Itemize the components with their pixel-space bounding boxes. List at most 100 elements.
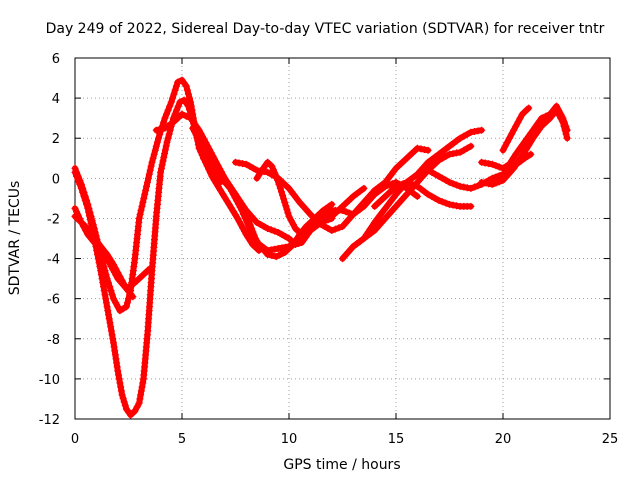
- data-point-marker: [268, 252, 276, 259]
- data-point-marker: [456, 134, 464, 142]
- data-point-marker: [281, 233, 289, 240]
- data-point-marker: [356, 237, 364, 245]
- data-point-marker: [101, 291, 109, 299]
- data-point-marker: [560, 122, 568, 130]
- data-point-marker: [160, 118, 168, 126]
- data-point-marker: [136, 210, 144, 218]
- data-point-marker: [492, 173, 500, 181]
- data-point-marker: [264, 168, 272, 176]
- data-point-marker: [76, 176, 84, 184]
- data-point-marker: [104, 307, 112, 315]
- data-point-marker: [237, 200, 245, 208]
- data-point-marker: [171, 110, 179, 118]
- data-point-marker: [101, 267, 109, 275]
- data-point-marker: [152, 142, 160, 150]
- data-point-marker: [148, 158, 156, 166]
- data-point-marker: [140, 271, 147, 279]
- data-point-marker: [492, 179, 500, 187]
- data-point-marker: [271, 227, 279, 235]
- data-point-marker: [285, 235, 293, 242]
- data-point-marker: [153, 138, 161, 146]
- data-point-marker: [442, 145, 450, 153]
- data-point-marker: [510, 126, 518, 134]
- data-point-marker: [561, 126, 569, 134]
- data-point-marker: [499, 146, 507, 154]
- data-point-marker: [278, 188, 285, 196]
- data-point-marker: [100, 263, 108, 271]
- y-tick-label: -10: [39, 373, 60, 388]
- data-point-marker: [438, 198, 446, 206]
- data-point-marker: [281, 198, 289, 206]
- data-point-marker: [253, 239, 261, 246]
- data-point-marker: [157, 165, 165, 173]
- data-point-marker: [141, 190, 149, 198]
- data-point-marker: [139, 198, 147, 206]
- data-point-marker: [474, 127, 482, 135]
- data-point-marker: [112, 299, 120, 307]
- data-point-marker: [463, 130, 471, 138]
- data-point-marker: [89, 221, 97, 228]
- data-point-marker: [284, 209, 292, 217]
- data-point-marker: [102, 295, 110, 303]
- data-point-marker: [485, 160, 493, 168]
- data-point-marker: [289, 221, 297, 228]
- data-point-marker: [283, 205, 291, 213]
- data-point-marker: [120, 398, 128, 406]
- data-point-marker: [73, 208, 81, 216]
- data-point-marker: [188, 106, 196, 114]
- data-point-marker: [246, 221, 254, 229]
- data-point-marker: [378, 181, 386, 189]
- data-point-marker: [421, 188, 428, 196]
- data-point-marker: [143, 182, 150, 190]
- data-point-marker: [271, 245, 279, 253]
- data-point-marker: [143, 268, 151, 276]
- data-point-marker: [245, 218, 253, 225]
- data-point-marker: [158, 161, 166, 169]
- data-point-marker: [170, 90, 178, 98]
- data-point-marker: [453, 202, 461, 210]
- data-point-marker: [174, 102, 182, 110]
- data-point-marker: [449, 150, 457, 158]
- data-point-marker: [488, 180, 496, 188]
- data-point-marker: [518, 110, 526, 118]
- data-point-marker: [410, 181, 418, 189]
- data-point-marker: [73, 168, 81, 176]
- data-point-marker: [267, 246, 275, 254]
- data-point-marker: [165, 130, 173, 138]
- data-point-marker: [71, 204, 79, 212]
- data-point-marker: [106, 319, 114, 327]
- data-point-marker: [157, 125, 165, 133]
- data-point-marker: [488, 160, 496, 168]
- data-point-marker: [242, 210, 250, 218]
- data-point-marker: [467, 128, 475, 136]
- data-point-marker: [525, 104, 533, 112]
- data-point-marker: [460, 183, 468, 191]
- data-point-marker: [553, 106, 560, 114]
- data-point-marker: [328, 200, 336, 208]
- data-point-marker: [410, 173, 418, 181]
- data-point-marker: [151, 146, 159, 154]
- data-point-marker: [275, 180, 283, 188]
- data-point-marker: [169, 94, 177, 102]
- data-point-marker: [116, 273, 124, 281]
- data-point-marker: [164, 106, 172, 114]
- data-point-marker: [435, 150, 443, 158]
- data-point-marker: [431, 194, 439, 202]
- data-point-marker: [108, 331, 116, 339]
- data-point-marker: [142, 186, 150, 194]
- series-line: [478, 107, 571, 188]
- data-point-marker: [516, 114, 524, 122]
- data-point-marker: [331, 225, 339, 233]
- data-point-marker: [87, 212, 95, 220]
- plot-frame: [74, 57, 611, 420]
- data-point-marker: [424, 158, 432, 166]
- data-point-marker: [431, 170, 439, 178]
- data-point-marker: [107, 327, 115, 335]
- data-point-marker: [424, 146, 432, 154]
- x-tick-labels: 0 5 10 15 20 25: [71, 432, 618, 447]
- data-point-marker: [146, 166, 154, 174]
- data-point-marker: [107, 323, 115, 331]
- data-point-marker: [360, 184, 368, 192]
- data-point-marker: [182, 112, 190, 120]
- data-point-marker: [495, 163, 503, 171]
